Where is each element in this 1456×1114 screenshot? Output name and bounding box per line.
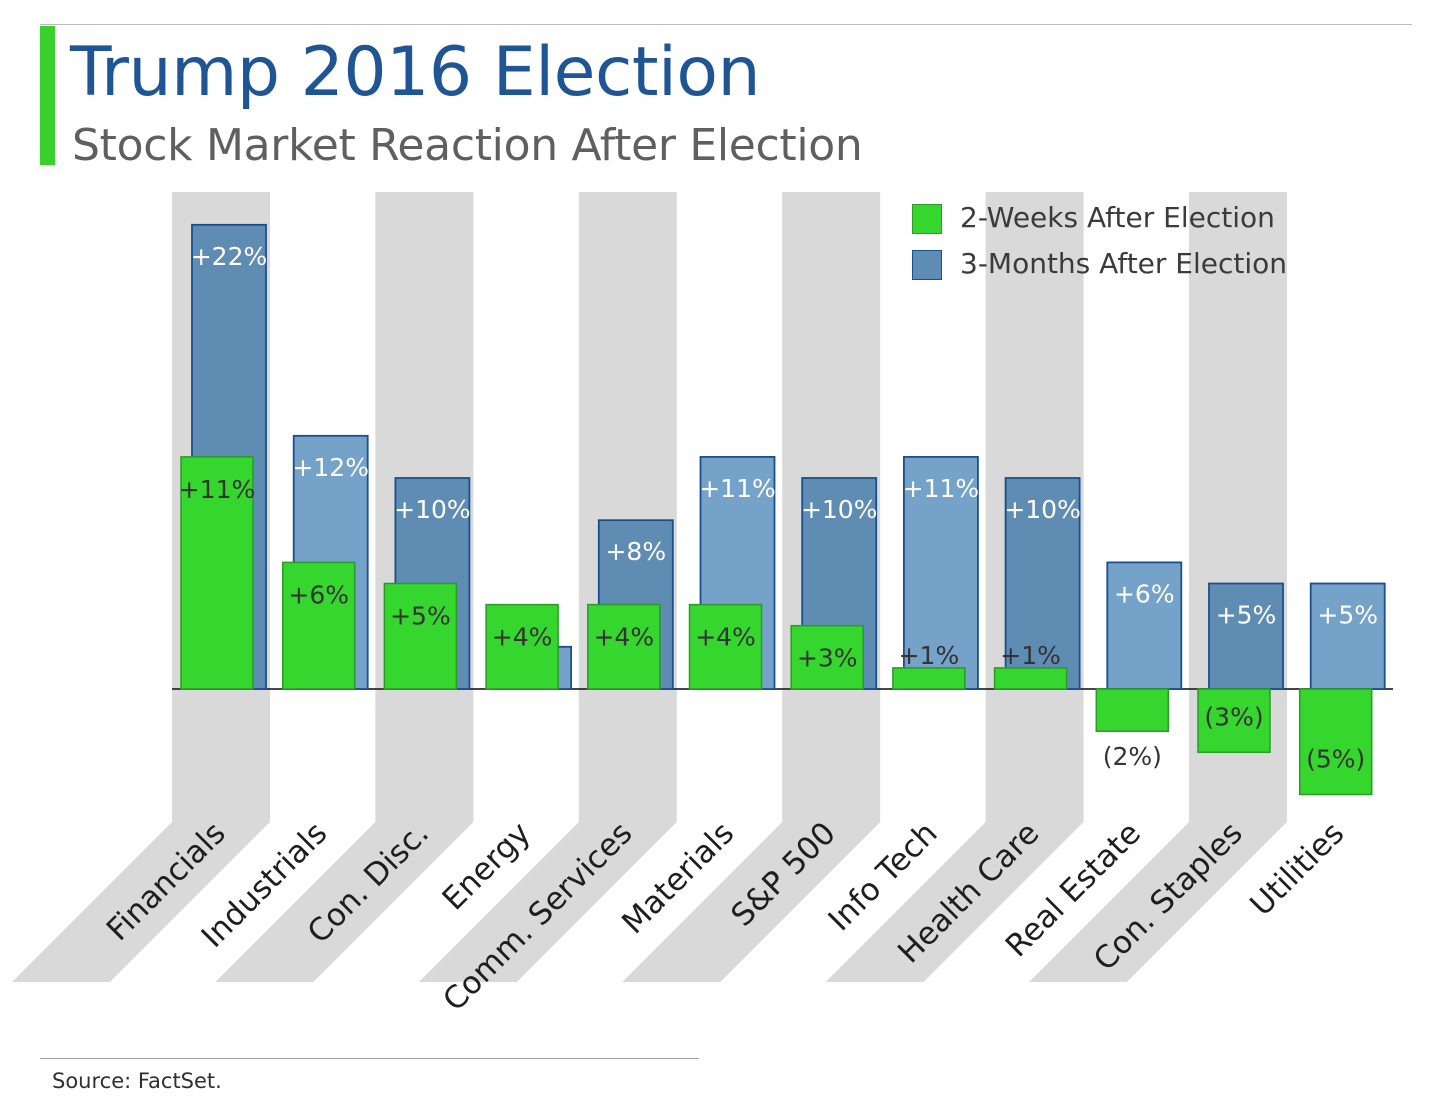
label-3-months-comm-services: +8%: [605, 537, 666, 566]
source-note: Source: FactSet.: [52, 1069, 222, 1093]
label-2-weeks-utilities: (5%): [1306, 745, 1365, 774]
footer-rule: [40, 1058, 699, 1059]
category-band-con-staples: [1029, 192, 1287, 982]
label-2-weeks-comm-services: +4%: [593, 623, 654, 652]
accent-bar: [40, 26, 55, 165]
top-rule: [40, 24, 1412, 25]
category-band-comm-services: [418, 192, 677, 982]
bar-2-weeks-con-staples: [1197, 688, 1271, 754]
label-2-weeks-info-tech: +1%: [899, 641, 960, 670]
bars-layer: [180, 223, 1386, 796]
legend-label-three-months: 3-Months After Election: [960, 247, 1288, 280]
label-3-months-con-staples: +5%: [1216, 601, 1277, 630]
label-2-weeks-con-disc: +5%: [390, 602, 451, 631]
category-band-con-disc: [215, 192, 474, 982]
bar-3-months-con-staples: [1208, 582, 1284, 690]
label-3-months-real-estate: +6%: [1114, 579, 1175, 608]
chart-title: Trump 2016 Election: [70, 33, 761, 112]
bar-2-weeks-real-estate: [1095, 688, 1170, 732]
legend-swatch-three-months: [912, 250, 942, 280]
bar-2-weeks-energy: [485, 603, 559, 690]
category-bands: [12, 192, 1287, 982]
label-2-weeks-real-estate: (2%): [1103, 742, 1162, 771]
label-2-weeks-industrials: +6%: [288, 580, 349, 609]
label-3-months-industrials: +12%: [292, 453, 369, 482]
bar-2-weeks-utilities: [1298, 688, 1373, 796]
bar-3-months-real-estate: [1106, 561, 1183, 690]
label-3-months-con-disc: +10%: [394, 495, 471, 524]
chart-subtitle: Stock Market Reaction After Election: [72, 120, 863, 171]
label-3-months-s-p-500: +10%: [801, 495, 878, 524]
bar-2-weeks-con-disc: [383, 582, 458, 690]
category-label-comm-services: Comm. Services: [436, 815, 639, 1018]
bar-3-months-utilities: [1309, 582, 1386, 690]
legend-label-two-weeks: 2-Weeks After Election: [960, 201, 1275, 234]
label-2-weeks-s-p-500: +3%: [797, 644, 858, 673]
legend-swatch-two-weeks: [912, 204, 942, 234]
label-3-months-financials: +22%: [191, 242, 268, 271]
label-2-weeks-con-staples: (3%): [1204, 702, 1263, 731]
label-3-months-materials: +11%: [699, 474, 776, 503]
label-3-months-info-tech: +11%: [903, 474, 980, 503]
category-band-s-p-500: [622, 192, 881, 982]
bar-3-months-health-care: [1004, 477, 1081, 690]
value-labels-layer: +22% +11% +12% +6% +10% +5% +4% +8% +4% +11% +4% +1…: [179, 242, 1378, 774]
label-3-months-health-care: +10%: [1004, 495, 1081, 524]
label-2-weeks-energy: +4%: [492, 623, 553, 652]
bar-2-weeks-health-care: [993, 667, 1068, 690]
label-2-weeks-financials: +11%: [179, 475, 256, 504]
bar-2-weeks-materials: [688, 603, 763, 690]
label-2-weeks-materials: +4%: [695, 623, 756, 652]
bar-2-weeks-industrials: [281, 561, 356, 690]
bar-2-weeks-s-p-500: [790, 624, 864, 690]
label-3-months-utilities: +5%: [1317, 601, 1378, 630]
bar-2-weeks-info-tech: [892, 667, 966, 690]
bar-2-weeks-comm-services: [587, 603, 661, 690]
category-band-health-care: [825, 192, 1084, 982]
bar-2-weeks-financials: [180, 456, 254, 690]
bar-3-months-info-tech: [903, 455, 979, 690]
label-2-weeks-health-care: +1%: [1000, 641, 1061, 670]
